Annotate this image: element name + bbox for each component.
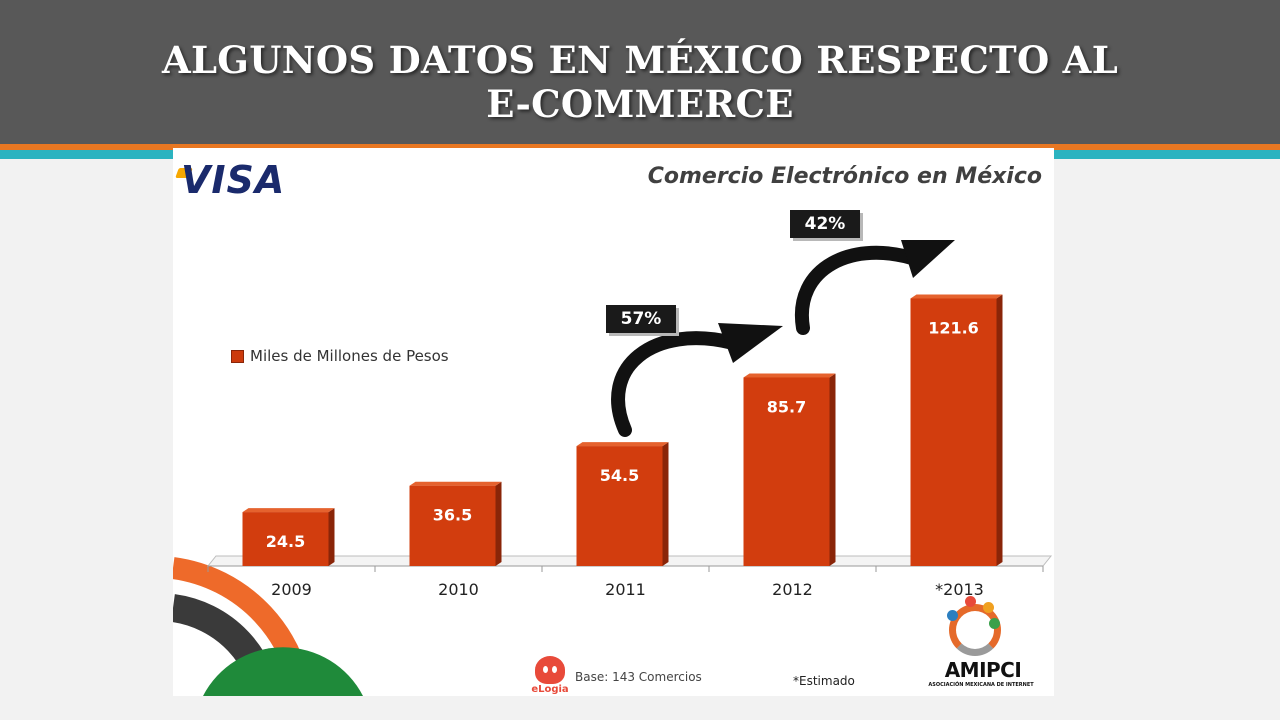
elogia-eye-right <box>552 666 557 673</box>
header-bar <box>0 0 1280 144</box>
bar-side <box>829 373 836 566</box>
growth-arrow-1 <box>611 331 740 437</box>
bar-value-label: 54.5 <box>600 466 639 485</box>
amipci-logo-text: AMIPCI <box>944 658 1022 682</box>
bar <box>743 377 830 566</box>
elogia-mascot-icon <box>535 656 565 684</box>
page-title-line1: ALGUNOS DATOS EN MÉXICO RESPECTO AL <box>161 38 1119 82</box>
bar-value-label: 121.6 <box>928 318 979 337</box>
page-title-line2: E-COMMERCE <box>486 82 794 126</box>
bar <box>576 446 663 566</box>
bar <box>910 298 997 566</box>
bar-value-label: 36.5 <box>433 506 472 525</box>
accent-stripe-orange <box>0 144 1280 150</box>
x-tick-label: *2013 <box>935 580 984 599</box>
amipci-dot-red <box>965 596 976 607</box>
growth-arrow-2 <box>794 245 925 335</box>
amipci-dot-yellow <box>983 602 994 613</box>
bar-top <box>910 294 1003 299</box>
amipci-ring-icon <box>949 604 1001 656</box>
bar <box>409 485 496 566</box>
bar-side <box>495 481 502 566</box>
legend-label: Miles de Millones de Pesos <box>250 347 449 365</box>
legend-swatch <box>231 349 244 363</box>
growth-badge-2011-2012: 57% <box>606 305 676 333</box>
x-tick-label: 2009 <box>271 580 312 599</box>
page-title: ALGUNOS DATOS EN MÉXICO RESPECTO AL E-CO… <box>0 38 1280 126</box>
x-tick-label: 2010 <box>438 580 479 599</box>
bar-side <box>996 294 1003 566</box>
amipci-dot-blue <box>947 610 958 621</box>
chart-title: Comercio Electrónico en México <box>647 164 1042 189</box>
amipci-dot-green <box>989 618 1000 629</box>
bar-top <box>409 481 502 486</box>
growth-arrow-1-head <box>718 323 783 363</box>
bar <box>242 512 329 566</box>
bar-top <box>576 442 669 447</box>
bar-value-label: 24.5 <box>266 532 305 551</box>
estimate-note: *Estimado <box>793 674 855 688</box>
x-tick-label: 2011 <box>605 580 646 599</box>
source-note: Base: 143 Comercios <box>575 670 702 684</box>
chart-slide-image: 24.5 36.5 54.5 85.7 121.6 2009 2010 2011 2012 *2… <box>173 148 1054 696</box>
growth-arrow-2-head <box>901 240 955 278</box>
amipci-logo-subtext: ASOCIACIÓN MEXICANA DE INTERNET <box>928 682 1034 688</box>
elogia-logo: eLogia <box>527 656 573 696</box>
growth-badge-2012-2013: 42% <box>790 210 860 238</box>
bar-chart: 24.5 36.5 54.5 85.7 121.6 2009 2010 2011 2012 *2… <box>173 240 1053 696</box>
x-tick-label: 2012 <box>772 580 813 599</box>
bar-top <box>242 508 335 513</box>
visa-logo: VISA <box>181 158 286 202</box>
bar-side <box>662 442 669 566</box>
chart-legend: Miles de Millones de Pesos <box>231 347 449 365</box>
elogia-logo-text: eLogia <box>531 684 569 695</box>
decorative-arc-green <box>203 647 363 696</box>
bar-value-label: 85.7 <box>767 397 806 416</box>
elogia-eye-left <box>543 666 548 673</box>
bar-top <box>743 373 836 378</box>
bar-side <box>328 508 335 566</box>
amipci-logo: AMIPCI ASOCIACIÓN MEXICANA DE INTERNET <box>925 596 1037 696</box>
